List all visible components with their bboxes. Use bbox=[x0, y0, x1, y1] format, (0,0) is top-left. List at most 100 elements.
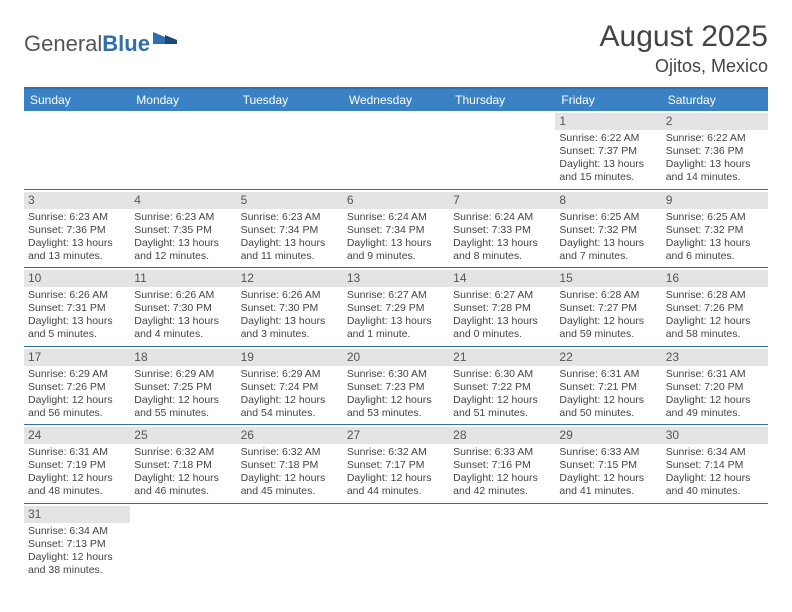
day-number: 3 bbox=[24, 192, 130, 209]
daylight-text: Daylight: 13 hours and 12 minutes. bbox=[134, 237, 232, 263]
day-cell: 9Sunrise: 6:25 AMSunset: 7:32 PMDaylight… bbox=[662, 190, 768, 268]
sunset-text: Sunset: 7:26 PM bbox=[28, 381, 126, 394]
empty-cell bbox=[343, 504, 449, 582]
day-cell: 5Sunrise: 6:23 AMSunset: 7:34 PMDaylight… bbox=[237, 190, 343, 268]
day-number: 16 bbox=[662, 270, 768, 287]
sunrise-text: Sunrise: 6:28 AM bbox=[666, 289, 764, 302]
sunrise-text: Sunrise: 6:28 AM bbox=[559, 289, 657, 302]
day-number: 21 bbox=[449, 349, 555, 366]
week-row: 24Sunrise: 6:31 AMSunset: 7:19 PMDayligh… bbox=[24, 425, 768, 504]
sunset-text: Sunset: 7:16 PM bbox=[453, 459, 551, 472]
daylight-text: Daylight: 12 hours and 49 minutes. bbox=[666, 394, 764, 420]
day-cell: 12Sunrise: 6:26 AMSunset: 7:30 PMDayligh… bbox=[237, 268, 343, 346]
sunset-text: Sunset: 7:20 PM bbox=[666, 381, 764, 394]
weekday-header: Thursday bbox=[449, 89, 555, 111]
sunset-text: Sunset: 7:18 PM bbox=[134, 459, 232, 472]
day-number: 24 bbox=[24, 427, 130, 444]
sunset-text: Sunset: 7:13 PM bbox=[28, 538, 126, 551]
sunrise-text: Sunrise: 6:22 AM bbox=[666, 132, 764, 145]
sunset-text: Sunset: 7:32 PM bbox=[666, 224, 764, 237]
day-number: 26 bbox=[237, 427, 343, 444]
daylight-text: Daylight: 13 hours and 13 minutes. bbox=[28, 237, 126, 263]
day-number: 22 bbox=[555, 349, 661, 366]
weekday-header: Saturday bbox=[662, 89, 768, 111]
day-cell: 26Sunrise: 6:32 AMSunset: 7:18 PMDayligh… bbox=[237, 425, 343, 503]
sunset-text: Sunset: 7:19 PM bbox=[28, 459, 126, 472]
empty-cell bbox=[449, 504, 555, 582]
daylight-text: Daylight: 13 hours and 3 minutes. bbox=[241, 315, 339, 341]
daylight-text: Daylight: 13 hours and 8 minutes. bbox=[453, 237, 551, 263]
sunset-text: Sunset: 7:34 PM bbox=[347, 224, 445, 237]
day-cell: 11Sunrise: 6:26 AMSunset: 7:30 PMDayligh… bbox=[130, 268, 236, 346]
day-cell: 27Sunrise: 6:32 AMSunset: 7:17 PMDayligh… bbox=[343, 425, 449, 503]
day-cell: 10Sunrise: 6:26 AMSunset: 7:31 PMDayligh… bbox=[24, 268, 130, 346]
day-cell: 1Sunrise: 6:22 AMSunset: 7:37 PMDaylight… bbox=[555, 111, 661, 189]
daylight-text: Daylight: 13 hours and 15 minutes. bbox=[559, 158, 657, 184]
daylight-text: Daylight: 13 hours and 11 minutes. bbox=[241, 237, 339, 263]
sunrise-text: Sunrise: 6:26 AM bbox=[241, 289, 339, 302]
day-cell: 22Sunrise: 6:31 AMSunset: 7:21 PMDayligh… bbox=[555, 347, 661, 425]
sunrise-text: Sunrise: 6:25 AM bbox=[666, 211, 764, 224]
sunrise-text: Sunrise: 6:32 AM bbox=[134, 446, 232, 459]
day-cell: 18Sunrise: 6:29 AMSunset: 7:25 PMDayligh… bbox=[130, 347, 236, 425]
day-number: 29 bbox=[555, 427, 661, 444]
location-subtitle: Ojitos, Mexico bbox=[600, 56, 768, 77]
day-cell: 25Sunrise: 6:32 AMSunset: 7:18 PMDayligh… bbox=[130, 425, 236, 503]
sunset-text: Sunset: 7:32 PM bbox=[559, 224, 657, 237]
logo-text-2: Blue bbox=[102, 31, 150, 57]
sunset-text: Sunset: 7:36 PM bbox=[666, 145, 764, 158]
day-cell: 23Sunrise: 6:31 AMSunset: 7:20 PMDayligh… bbox=[662, 347, 768, 425]
daylight-text: Daylight: 12 hours and 56 minutes. bbox=[28, 394, 126, 420]
day-number: 18 bbox=[130, 349, 236, 366]
weekday-header: Monday bbox=[130, 89, 236, 111]
daylight-text: Daylight: 12 hours and 38 minutes. bbox=[28, 551, 126, 577]
sunrise-text: Sunrise: 6:32 AM bbox=[347, 446, 445, 459]
sunset-text: Sunset: 7:25 PM bbox=[134, 381, 232, 394]
calendar: Sunday Monday Tuesday Wednesday Thursday… bbox=[24, 87, 768, 581]
empty-cell bbox=[130, 504, 236, 582]
sunrise-text: Sunrise: 6:32 AM bbox=[241, 446, 339, 459]
day-cell: 14Sunrise: 6:27 AMSunset: 7:28 PMDayligh… bbox=[449, 268, 555, 346]
daylight-text: Daylight: 12 hours and 48 minutes. bbox=[28, 472, 126, 498]
week-row: 10 Sunrise: 6:26 AM Sunset: 7:31 PM Dayligh… bbox=[24, 268, 768, 347]
sunrise-text: Sunrise: 6:24 AM bbox=[347, 211, 445, 224]
day-number: 5 bbox=[237, 192, 343, 209]
logo-text-1: General bbox=[24, 31, 102, 57]
empty-cell bbox=[24, 111, 130, 189]
day-cell: 28 Sunrise: 6:33 AMSunset: 7:16 PMDayligh… bbox=[449, 425, 555, 503]
sunrise-text: Sunrise: 6:31 AM bbox=[559, 368, 657, 381]
daylight-text: Daylight: 12 hours and 42 minutes. bbox=[453, 472, 551, 498]
sunset-text: Sunset: 7:14 PM bbox=[666, 459, 764, 472]
daylight-text: Daylight: 12 hours and 59 minutes. bbox=[559, 315, 657, 341]
sunset-text: Sunset: 7:36 PM bbox=[28, 224, 126, 237]
sunrise-text: Sunrise: 6:27 AM bbox=[453, 289, 551, 302]
day-number: 12 bbox=[237, 270, 343, 287]
sunset-text: Sunset: 7:33 PM bbox=[453, 224, 551, 237]
day-number: 6 bbox=[343, 192, 449, 209]
day-number: 20 bbox=[343, 349, 449, 366]
sunset-text: Sunset: 7:31 PM bbox=[28, 302, 126, 315]
sunset-text: Sunset: 7:21 PM bbox=[559, 381, 657, 394]
day-cell: 20Sunrise: 6:30 AMSunset: 7:23 PMDayligh… bbox=[343, 347, 449, 425]
empty-cell bbox=[130, 111, 236, 189]
day-cell: 3Sunrise: 6:23 AMSunset: 7:36 PMDaylight… bbox=[24, 190, 130, 268]
day-cell: 7Sunrise: 6:24 AMSunset: 7:33 PMDaylight… bbox=[449, 190, 555, 268]
day-number: 1 bbox=[555, 113, 661, 130]
day-number: 11 bbox=[130, 270, 236, 287]
day-cell: 31Sunrise: 6:34 AMSunset: 7:13 PMDayligh… bbox=[24, 504, 130, 582]
daylight-text: Daylight: 12 hours and 44 minutes. bbox=[347, 472, 445, 498]
day-number: 30 bbox=[662, 427, 768, 444]
day-number: 23 bbox=[662, 349, 768, 366]
day-number: 10 bbox=[24, 270, 130, 287]
sunset-text: Sunset: 7:29 PM bbox=[347, 302, 445, 315]
sunset-text: Sunset: 7:30 PM bbox=[134, 302, 232, 315]
weekday-header: Friday bbox=[555, 89, 661, 111]
sunrise-text: Sunrise: 6:33 AM bbox=[453, 446, 551, 459]
day-cell: 2Sunrise: 6:22 AMSunset: 7:36 PMDaylight… bbox=[662, 111, 768, 189]
empty-cell bbox=[237, 111, 343, 189]
day-number: 14 bbox=[449, 270, 555, 287]
logo: GeneralBlue bbox=[24, 20, 178, 60]
sunset-text: Sunset: 7:22 PM bbox=[453, 381, 551, 394]
day-cell: 17Sunrise: 6:29 AMSunset: 7:26 PMDayligh… bbox=[24, 347, 130, 425]
day-number: 28 bbox=[449, 427, 555, 444]
